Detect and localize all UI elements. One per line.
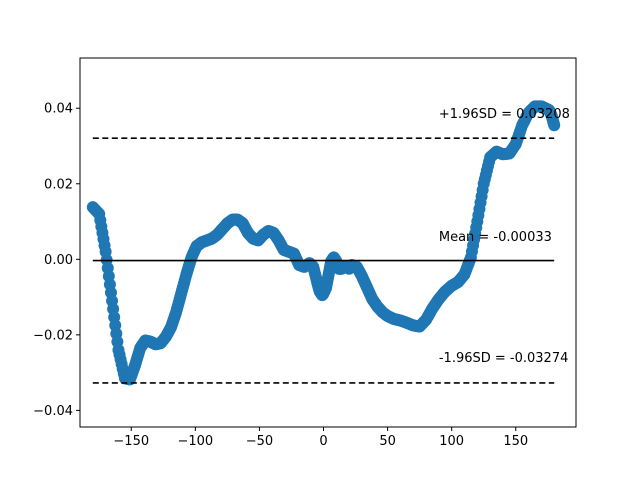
y-tick-label: 0.00 (44, 253, 73, 268)
x-tick-label: 0 (319, 434, 327, 449)
plot-frame (79, 57, 577, 428)
reference-lines (92, 137, 555, 384)
x-tick-label: −150 (113, 434, 149, 449)
x-tick-label: 100 (439, 434, 464, 449)
reference-label: -1.96SD = -0.03274 (439, 351, 569, 366)
reference-label: +1.96SD = 0.03208 (439, 107, 570, 122)
data-point (548, 119, 561, 132)
x-tick-label: −50 (246, 434, 273, 449)
x-tick-label: 50 (379, 434, 396, 449)
y-axis: −0.04 −0.02 0.00 0.02 0.04 (33, 102, 80, 419)
y-tick-label: −0.02 (33, 328, 73, 343)
y-tick-label: 0.04 (44, 102, 73, 117)
x-axis: −150 −100 −50 0 50 100 150 (113, 427, 528, 449)
reference-labels: +1.96SD = 0.03208 Mean = -0.00033 -1.96SD … (439, 107, 570, 366)
y-tick-label: −0.04 (33, 404, 73, 419)
y-tick-label: 0.02 (44, 177, 73, 192)
reference-label: Mean = -0.00033 (439, 230, 552, 245)
x-tick-label: 150 (503, 434, 528, 449)
x-tick-label: −100 (177, 434, 213, 449)
